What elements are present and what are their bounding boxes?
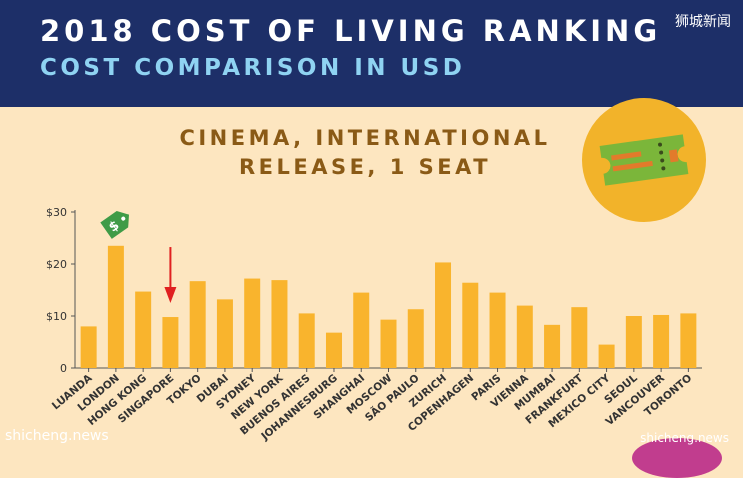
bar-sydney (244, 278, 261, 368)
y-tick-label: $10 (46, 310, 67, 323)
y-tick-label: $30 (46, 206, 67, 219)
bar-johannesburg (325, 332, 342, 368)
bar-zurich (435, 262, 452, 368)
red-arrow-icon (164, 247, 177, 304)
bar-toronto (680, 313, 697, 368)
bar-mumbai (544, 324, 561, 368)
watermark-bottom-left: shicheng.news (5, 428, 109, 444)
bar-dubai (216, 299, 233, 368)
chart-title-line1: CINEMA, INTERNATIONAL (179, 126, 551, 150)
watermark-logo-text: 狮城新闻 (675, 14, 731, 30)
bar-singapore (162, 317, 179, 368)
page-subtitle: COST COMPARISON IN USD (40, 55, 466, 81)
bar-hong-kong (135, 291, 152, 368)
bar-s-o-paulo (407, 309, 424, 368)
chart-bars (80, 245, 697, 368)
y-tick-label: 0 (60, 362, 67, 375)
y-tick-label: $20 (46, 258, 67, 271)
chart-title: CINEMA, INTERNATIONAL RELEASE, 1 SEAT (120, 124, 610, 182)
watermark-bottom-right: shicheng.news (640, 431, 729, 445)
bar-london (107, 245, 124, 368)
bar-new-york (271, 280, 288, 368)
bar-moscow (380, 319, 397, 368)
page-title: 2018 COST OF LIVING RANKING (40, 14, 662, 48)
dollar-tag-icon: $ (100, 211, 129, 239)
bar-copenhagen (462, 282, 479, 368)
chart-decorations: $ (100, 211, 177, 304)
bar-vancouver (653, 314, 670, 368)
bar-seoul (625, 316, 642, 368)
bar-luanda (80, 326, 97, 368)
ticket-icon (599, 134, 689, 186)
bar-frankfurt (571, 307, 588, 368)
bar-paris (489, 292, 506, 368)
header-banner: 2018 COST OF LIVING RANKING COST COMPARI… (0, 0, 743, 107)
chart-title-line2: RELEASE, 1 SEAT (238, 155, 492, 179)
bar-tokyo (189, 281, 206, 368)
bar-mexico-city (598, 344, 615, 368)
bar-buenos-aires (298, 313, 315, 368)
bar-vienna (516, 305, 533, 368)
bar-shanghai (353, 292, 370, 368)
ticket-badge (582, 98, 706, 222)
